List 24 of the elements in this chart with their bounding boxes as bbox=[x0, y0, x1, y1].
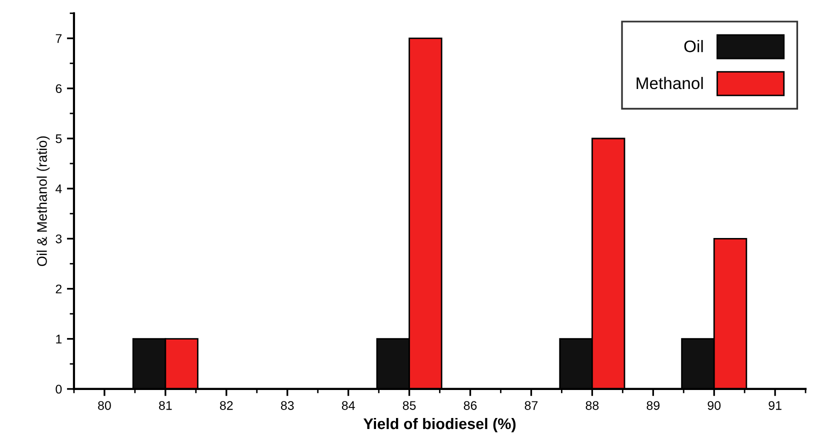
y-tick-label: 3 bbox=[56, 234, 62, 244]
y-tick-label: 6 bbox=[56, 84, 62, 94]
y-tick-label: 7 bbox=[56, 34, 62, 43]
x-axis-title: Yield of biodiesel (%) bbox=[364, 418, 516, 432]
x-tick-label: 91 bbox=[768, 401, 782, 410]
y-tick-label: 5 bbox=[56, 134, 62, 144]
x-tick-label: 85 bbox=[402, 401, 416, 410]
legend-label: Oil bbox=[684, 40, 703, 52]
y-tick-label: 1 bbox=[56, 334, 62, 344]
x-tick-label: 82 bbox=[220, 401, 233, 410]
x-tick-label: 87 bbox=[524, 401, 538, 410]
legend-label: Methanol bbox=[636, 76, 703, 90]
x-tick-label: 89 bbox=[646, 401, 660, 410]
y-tick-label: 0 bbox=[56, 384, 62, 394]
x-tick-label: 84 bbox=[342, 401, 355, 410]
x-tick-label: 80 bbox=[98, 401, 111, 410]
y-tick-label: 2 bbox=[56, 284, 62, 294]
x-tick-label: 90 bbox=[708, 401, 721, 410]
x-tick-label: 88 bbox=[586, 401, 599, 410]
y-axis-title: Oil & Methanol (ratio) bbox=[36, 136, 50, 266]
y-tick-label: 4 bbox=[56, 184, 62, 194]
x-tick-label: 81 bbox=[159, 401, 172, 410]
x-tick-label: 83 bbox=[280, 401, 294, 410]
x-tick-label: 86 bbox=[464, 401, 477, 410]
